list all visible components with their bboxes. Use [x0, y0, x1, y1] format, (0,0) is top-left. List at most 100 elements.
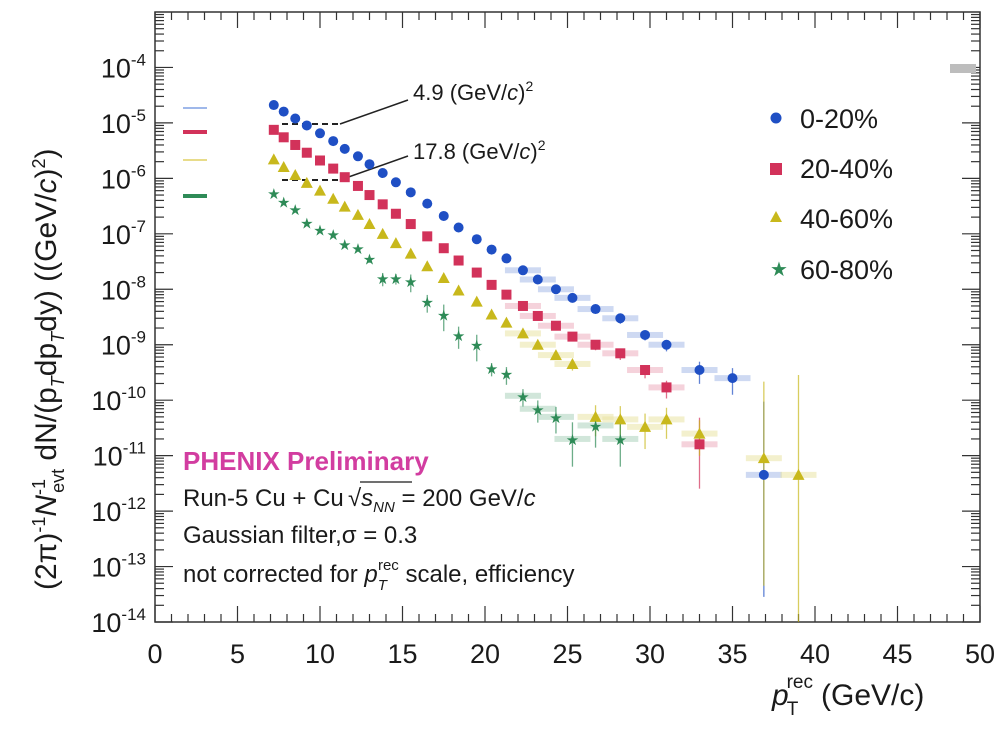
- legend-label-60-80: 60-80%: [800, 255, 893, 285]
- x-tick-label: 10: [305, 639, 335, 669]
- data-point-40-60%: [363, 218, 376, 230]
- data-point-0-20%: [727, 373, 738, 384]
- data-point-0-20%: [278, 106, 289, 117]
- data-point-40-60%: [289, 168, 302, 180]
- y-tick-label: 10-8: [101, 272, 146, 305]
- data-point-40-60%: [589, 410, 602, 422]
- legend-marker-20-40: [770, 163, 782, 175]
- legend-label-0-20: 0-20%: [800, 104, 878, 134]
- data-point-60-80%: ★: [363, 251, 376, 268]
- legend: 0-20% 20-40% 40-60% ★ 60-80%: [770, 104, 893, 285]
- data-point-40-60%: [470, 295, 483, 307]
- x-tick-label: 15: [387, 639, 417, 669]
- legend-marker-40-60: [770, 211, 782, 222]
- x-tick-label: 40: [800, 639, 830, 669]
- data-point-20-40%: [290, 139, 301, 150]
- legend-marker-0-20: [770, 112, 782, 124]
- data-point-20-40%: [422, 231, 433, 242]
- data-point-0-20%: [339, 143, 350, 154]
- data-point-40-60%: [277, 161, 290, 173]
- data-point-40-60%: [267, 153, 280, 165]
- data-point-20-40%: [352, 180, 363, 191]
- data-point-60-80%: ★: [516, 389, 529, 406]
- x-tick-label: 5: [230, 639, 245, 669]
- data-point-60-80%: ★: [338, 237, 351, 254]
- y-tick-label: 10-5: [101, 106, 146, 139]
- data-point-0-20%: [268, 100, 279, 111]
- x-tick-label: 25: [552, 639, 582, 669]
- data-point-40-60%: [485, 308, 498, 320]
- data-point-60-80%: ★: [313, 222, 326, 239]
- data-point-20-40%: [364, 190, 375, 201]
- data-point-60-80%: ★: [589, 418, 602, 435]
- data-point-60-80%: ★: [376, 271, 389, 288]
- data-point-60-80%: ★: [351, 241, 364, 258]
- data-point-0-20%: [615, 313, 626, 324]
- data-point-40-60%: [531, 338, 544, 350]
- data-point-0-20%: [453, 222, 464, 233]
- x-tick-label: 45: [882, 639, 912, 669]
- data-point-40-60%: [404, 247, 417, 259]
- data-point-40-60%: [566, 357, 579, 369]
- data-point-60-80%: ★: [326, 227, 339, 244]
- data-point-0-20%: [590, 304, 601, 315]
- gray-sys-box: [950, 64, 976, 73]
- data-point-20-40%: [590, 339, 601, 350]
- axis-ticks: [154, 12, 981, 623]
- data-point-20-40%: [532, 310, 543, 321]
- x-tick-label: 50: [965, 639, 995, 669]
- data-markers: ★★★★ ★ ★★ ★★★ ★ ★★★★★★ ★★★ ★★★★: [267, 100, 805, 480]
- data-point-0-20%: [471, 234, 482, 245]
- y-tick-label: 10-13: [91, 550, 146, 583]
- data-point-0-20%: [405, 187, 416, 198]
- annotation-lines: [282, 99, 409, 181]
- data-point-20-40%: [453, 255, 464, 266]
- data-point-40-60%: [516, 327, 529, 339]
- data-point-60-80%: ★: [500, 367, 513, 384]
- data-point-0-20%: [517, 265, 528, 276]
- data-point-0-20%: [567, 292, 578, 303]
- data-point-0-20%: [328, 136, 339, 147]
- data-point-60-80%: ★: [485, 361, 498, 378]
- x-tick-labels: 0 5 10 15 20 25 30 35 40 45 50: [147, 639, 995, 669]
- data-point-40-60%: [757, 452, 770, 464]
- y-tick-label: 10-10: [91, 383, 146, 416]
- data-point-40-60%: [614, 413, 627, 425]
- data-point-40-60%: [452, 284, 465, 296]
- x-axis-title: pTrec (GeV/c): [771, 672, 924, 720]
- data-point-20-40%: [278, 132, 289, 143]
- data-point-20-40%: [567, 331, 578, 342]
- y-tick-label: 10-7: [101, 217, 146, 250]
- data-point-20-40%: [694, 439, 705, 450]
- data-point-60-80%: ★: [267, 186, 280, 203]
- systematic-bars: [183, 64, 976, 198]
- data-point-0-20%: [758, 469, 769, 480]
- data-point-20-40%: [315, 155, 325, 166]
- info-line-filter: Gaussian filter,σ = 0.3: [183, 522, 417, 549]
- info-line-sqrt: √sNN = 200 GeV/c: [348, 485, 536, 516]
- data-point-0-20%: [422, 198, 433, 209]
- y-tick-label: 10-11: [93, 439, 146, 472]
- data-point-40-60%: [327, 192, 340, 204]
- data-point-0-20%: [550, 284, 561, 295]
- data-point-60-80%: ★: [389, 271, 402, 288]
- data-point-40-60%: [389, 237, 402, 249]
- data-point-40-60%: [437, 271, 450, 283]
- data-point-0-20%: [501, 253, 512, 264]
- data-point-0-20%: [390, 177, 401, 188]
- data-point-0-20%: [315, 128, 325, 139]
- data-point-40-60%: [421, 260, 434, 272]
- data-point-0-20%: [438, 210, 449, 221]
- legend-label-20-40: 20-40%: [800, 154, 893, 184]
- pointer-line-2: [339, 155, 409, 181]
- data-point-0-20%: [640, 329, 651, 340]
- data-point-20-40%: [640, 365, 651, 376]
- data-point-40-60%: [300, 176, 313, 188]
- data-point-60-80%: ★: [404, 274, 417, 291]
- data-point-60-80%: ★: [421, 295, 434, 312]
- data-point-0-20%: [486, 244, 497, 255]
- x-tick-label: 30: [635, 639, 665, 669]
- y-tick-labels: 10-4 10-5 10-6 10-7 10-8 10-9 10-10 10-11 10-12 1…: [91, 50, 146, 638]
- data-point-0-20%: [661, 339, 672, 350]
